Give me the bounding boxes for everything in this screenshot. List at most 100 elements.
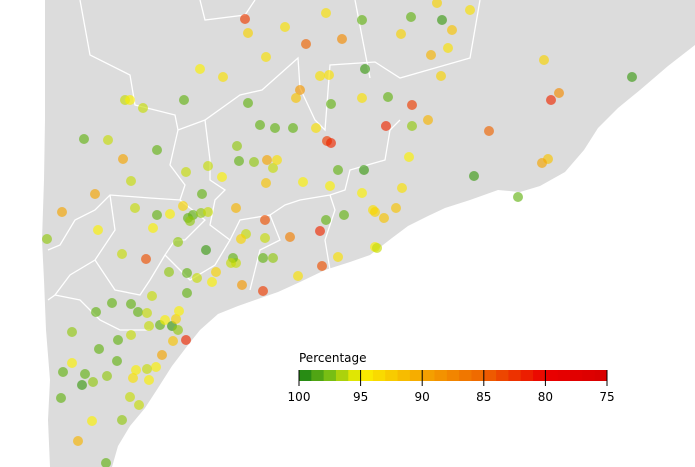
legend-swatch <box>409 370 423 381</box>
data-point <box>539 55 549 65</box>
data-point <box>195 64 205 74</box>
data-point <box>125 392 135 402</box>
data-point <box>324 70 334 80</box>
data-point <box>218 72 228 82</box>
data-point <box>546 95 556 105</box>
data-point <box>262 155 272 165</box>
data-point <box>260 215 270 225</box>
data-point <box>357 93 367 103</box>
data-point <box>311 123 321 133</box>
data-point <box>131 365 141 375</box>
data-point <box>285 232 295 242</box>
legend-swatch <box>335 370 349 381</box>
data-point <box>268 163 278 173</box>
legend-swatch <box>570 370 583 381</box>
data-point <box>627 72 637 82</box>
data-point <box>226 258 236 268</box>
data-point <box>112 356 122 366</box>
data-point <box>484 126 494 136</box>
data-point <box>258 286 268 296</box>
data-point <box>261 52 271 62</box>
data-point <box>77 380 87 390</box>
data-point <box>117 415 127 425</box>
data-point <box>260 233 270 243</box>
data-point <box>321 215 331 225</box>
data-point <box>179 95 189 105</box>
data-point <box>537 158 547 168</box>
data-point <box>103 135 113 145</box>
data-point <box>301 39 311 49</box>
legend-tick-label: 95 <box>353 390 368 404</box>
land <box>42 0 695 467</box>
data-point <box>42 234 52 244</box>
data-point <box>152 210 162 220</box>
data-point <box>240 14 250 24</box>
data-point <box>185 216 195 226</box>
legend-swatch <box>372 370 386 381</box>
data-point <box>237 280 247 290</box>
data-point <box>67 358 77 368</box>
legend-swatch <box>545 370 559 381</box>
legend-tick-label: 100 <box>288 390 311 404</box>
data-point <box>93 225 103 235</box>
data-point <box>272 155 282 165</box>
legend-swatch <box>434 370 448 381</box>
legend-swatch <box>323 370 337 381</box>
legend-swatch <box>397 370 411 381</box>
legend-swatch <box>471 370 485 381</box>
data-point <box>178 201 188 211</box>
legend-swatch <box>496 370 509 381</box>
data-point <box>447 25 457 35</box>
legend-swatch <box>446 370 460 381</box>
data-point <box>113 335 123 345</box>
data-point <box>270 123 280 133</box>
data-point <box>125 95 135 105</box>
data-point <box>73 436 83 446</box>
data-point <box>231 203 241 213</box>
data-point <box>157 350 167 360</box>
data-point <box>107 298 117 308</box>
data-point <box>268 253 278 263</box>
data-point <box>152 145 162 155</box>
data-point <box>232 141 242 151</box>
legend-swatch <box>385 370 399 381</box>
data-point <box>383 92 393 102</box>
data-point <box>207 277 217 287</box>
legend-swatch <box>594 370 608 381</box>
data-point <box>432 0 442 8</box>
data-point <box>406 12 416 22</box>
data-point <box>144 321 154 331</box>
legend-swatch <box>533 370 546 381</box>
data-point <box>337 34 347 44</box>
data-point <box>404 152 414 162</box>
data-point <box>465 5 475 15</box>
data-point <box>370 207 380 217</box>
data-point <box>261 178 271 188</box>
data-point <box>90 189 100 199</box>
data-point <box>236 234 246 244</box>
data-point <box>67 327 77 337</box>
data-point <box>87 416 97 426</box>
data-point <box>288 123 298 133</box>
data-point <box>554 88 564 98</box>
data-point <box>407 121 417 131</box>
data-point <box>57 207 67 217</box>
data-point <box>128 373 138 383</box>
data-point <box>357 15 367 25</box>
data-point <box>182 268 192 278</box>
data-point <box>171 314 181 324</box>
data-point <box>203 161 213 171</box>
data-point <box>147 291 157 301</box>
data-point <box>315 71 325 81</box>
data-point <box>182 288 192 298</box>
data-point <box>201 245 211 255</box>
data-point <box>151 362 161 372</box>
data-point <box>134 400 144 410</box>
data-point <box>234 156 244 166</box>
data-point <box>436 71 446 81</box>
data-point <box>173 237 183 247</box>
data-point <box>325 181 335 191</box>
data-point <box>372 243 382 253</box>
data-point <box>255 120 265 130</box>
legend-swatch <box>508 370 522 381</box>
